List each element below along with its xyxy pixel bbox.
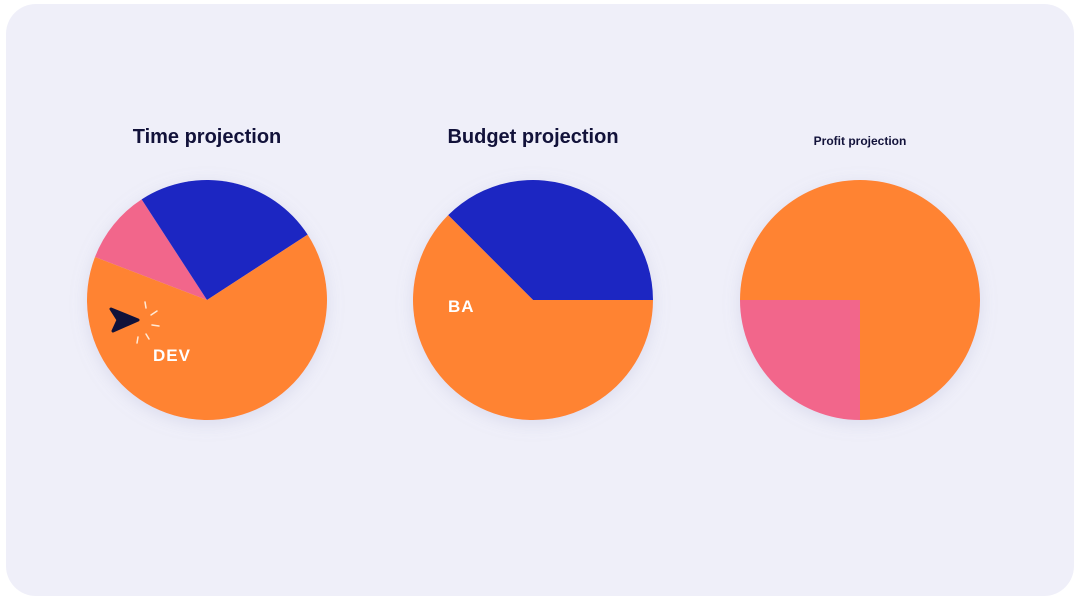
pie-slice-orange [87,234,327,420]
time-projection-pie [87,179,327,420]
pie-slice-blue [141,179,308,300]
pie-slice-pink [94,199,207,300]
pie-slice-pink [740,300,860,420]
ba-label: BA [448,297,475,316]
dev-label: DEV [153,346,191,365]
budget-projection-title: Budget projection [447,126,619,148]
pie-slice-orange [413,215,653,420]
profit-projection-pie [740,180,980,420]
time-projection-title: Time projection [132,126,282,148]
budget-projection-pie [413,179,653,420]
profit-projection-title: Profit projection [813,134,907,148]
pie-slice-blue [448,179,653,300]
pointer-click-icon [109,301,160,344]
